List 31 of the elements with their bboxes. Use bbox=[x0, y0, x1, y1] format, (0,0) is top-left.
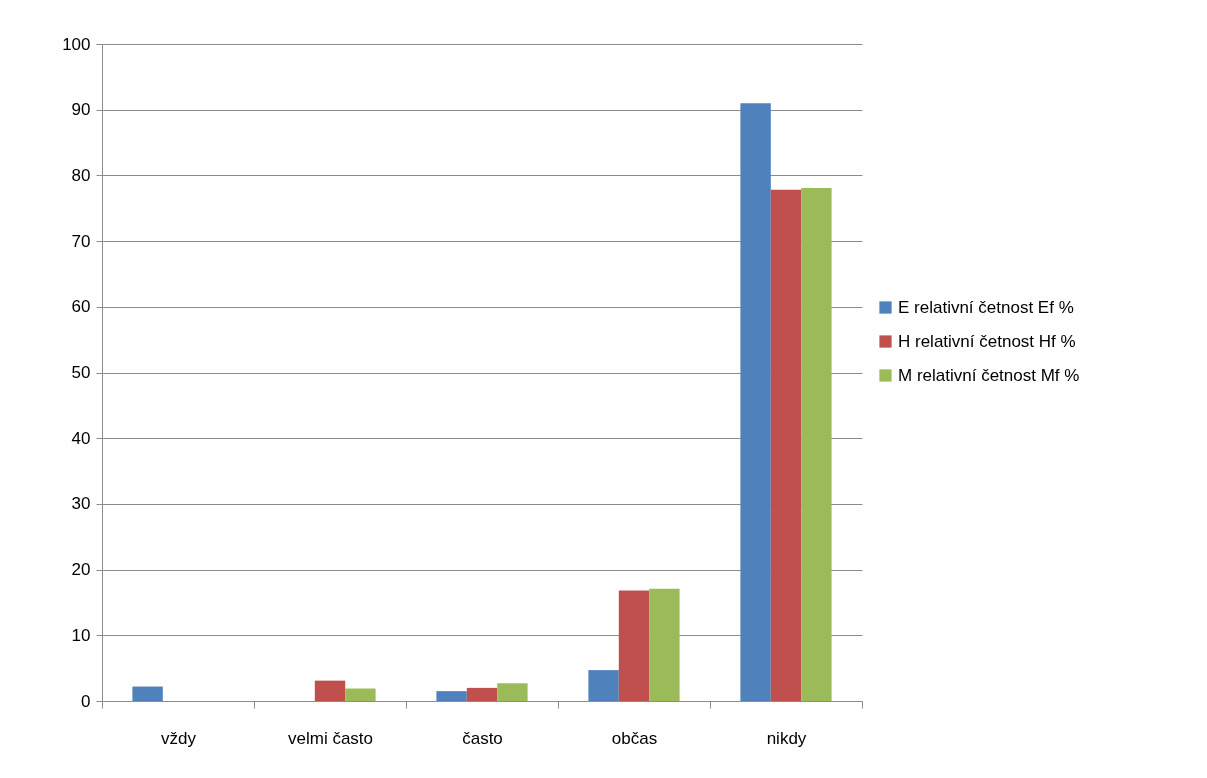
y-tick-label: 40 bbox=[71, 428, 91, 448]
bar bbox=[345, 688, 376, 701]
bar bbox=[649, 588, 680, 701]
bar bbox=[497, 683, 528, 701]
y-tick-label: 10 bbox=[71, 625, 91, 645]
bar bbox=[466, 687, 498, 701]
y-tick-label: 50 bbox=[71, 363, 91, 382]
x-tick-label: velmi často bbox=[287, 728, 374, 748]
bar bbox=[740, 103, 771, 701]
legend-label: M relativní četnost Mf % bbox=[898, 365, 1080, 385]
y-tick-label: 100 bbox=[62, 34, 91, 54]
y-tick-label: 90 bbox=[71, 100, 91, 120]
bar bbox=[770, 189, 802, 701]
y-tick-label: 0 bbox=[81, 691, 91, 711]
legend-label: H relativní četnost Hf % bbox=[898, 331, 1076, 351]
y-tick-label: 20 bbox=[71, 560, 91, 580]
x-tick-label: často bbox=[462, 728, 503, 748]
bar bbox=[314, 680, 346, 701]
x-tick-label: nikdy bbox=[766, 728, 807, 748]
y-tick-label: 80 bbox=[71, 165, 91, 185]
x-tick-label: vždy bbox=[161, 728, 197, 748]
y-tick-label: 60 bbox=[71, 297, 91, 317]
bar bbox=[801, 187, 832, 701]
y-tick-label: 30 bbox=[71, 494, 91, 514]
x-tick-label: občas bbox=[611, 728, 658, 748]
bar bbox=[588, 670, 619, 701]
legend-label: E relativní četnost Ef % bbox=[898, 297, 1074, 317]
bar bbox=[618, 590, 650, 701]
bar bbox=[436, 691, 467, 701]
y-tick-label: 70 bbox=[71, 231, 91, 251]
bar bbox=[132, 686, 163, 701]
